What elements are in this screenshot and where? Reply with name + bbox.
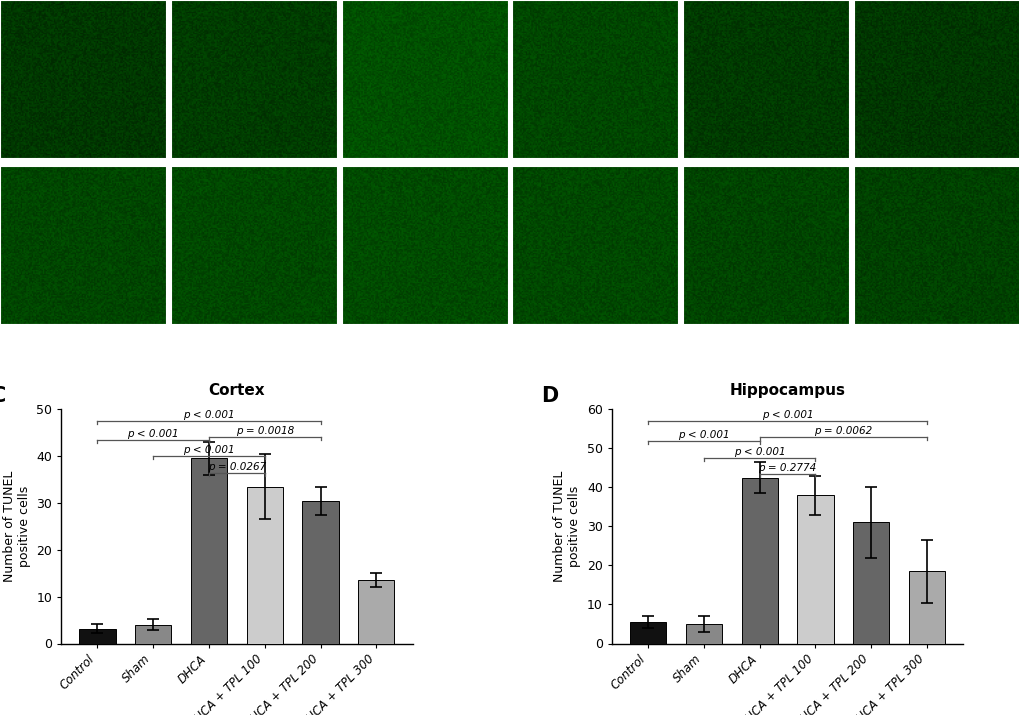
Bar	[797, 495, 833, 644]
Bar	[358, 581, 394, 644]
Text: p = 0.0062: p = 0.0062	[813, 425, 871, 435]
Text: p = 0.0267: p = 0.0267	[208, 462, 266, 472]
Bar	[908, 571, 945, 644]
Text: D: D	[541, 386, 558, 406]
Text: p < 0.001: p < 0.001	[761, 410, 812, 420]
Title: Cortex: Cortex	[209, 383, 265, 398]
Bar	[135, 625, 171, 644]
Bar	[852, 523, 889, 644]
Bar	[630, 622, 665, 644]
Bar	[741, 478, 777, 644]
Y-axis label: Number of TUNEL
positive cells: Number of TUNEL positive cells	[3, 470, 31, 582]
Title: Hippocampus: Hippocampus	[729, 383, 845, 398]
Y-axis label: Number of TUNEL
positive cells: Number of TUNEL positive cells	[552, 470, 581, 582]
Text: p < 0.001: p < 0.001	[183, 410, 234, 420]
Bar	[191, 458, 227, 644]
Text: p = 0.0018: p = 0.0018	[235, 426, 293, 436]
Bar	[303, 500, 338, 644]
Bar	[79, 628, 115, 644]
Bar	[685, 624, 721, 644]
Text: p < 0.001: p < 0.001	[733, 447, 785, 457]
Text: p < 0.001: p < 0.001	[183, 445, 234, 455]
Bar	[247, 487, 282, 644]
Text: C: C	[0, 386, 6, 406]
Text: p = 0.2774: p = 0.2774	[758, 463, 816, 473]
Text: p < 0.001: p < 0.001	[127, 429, 179, 439]
Text: p < 0.001: p < 0.001	[678, 430, 729, 440]
